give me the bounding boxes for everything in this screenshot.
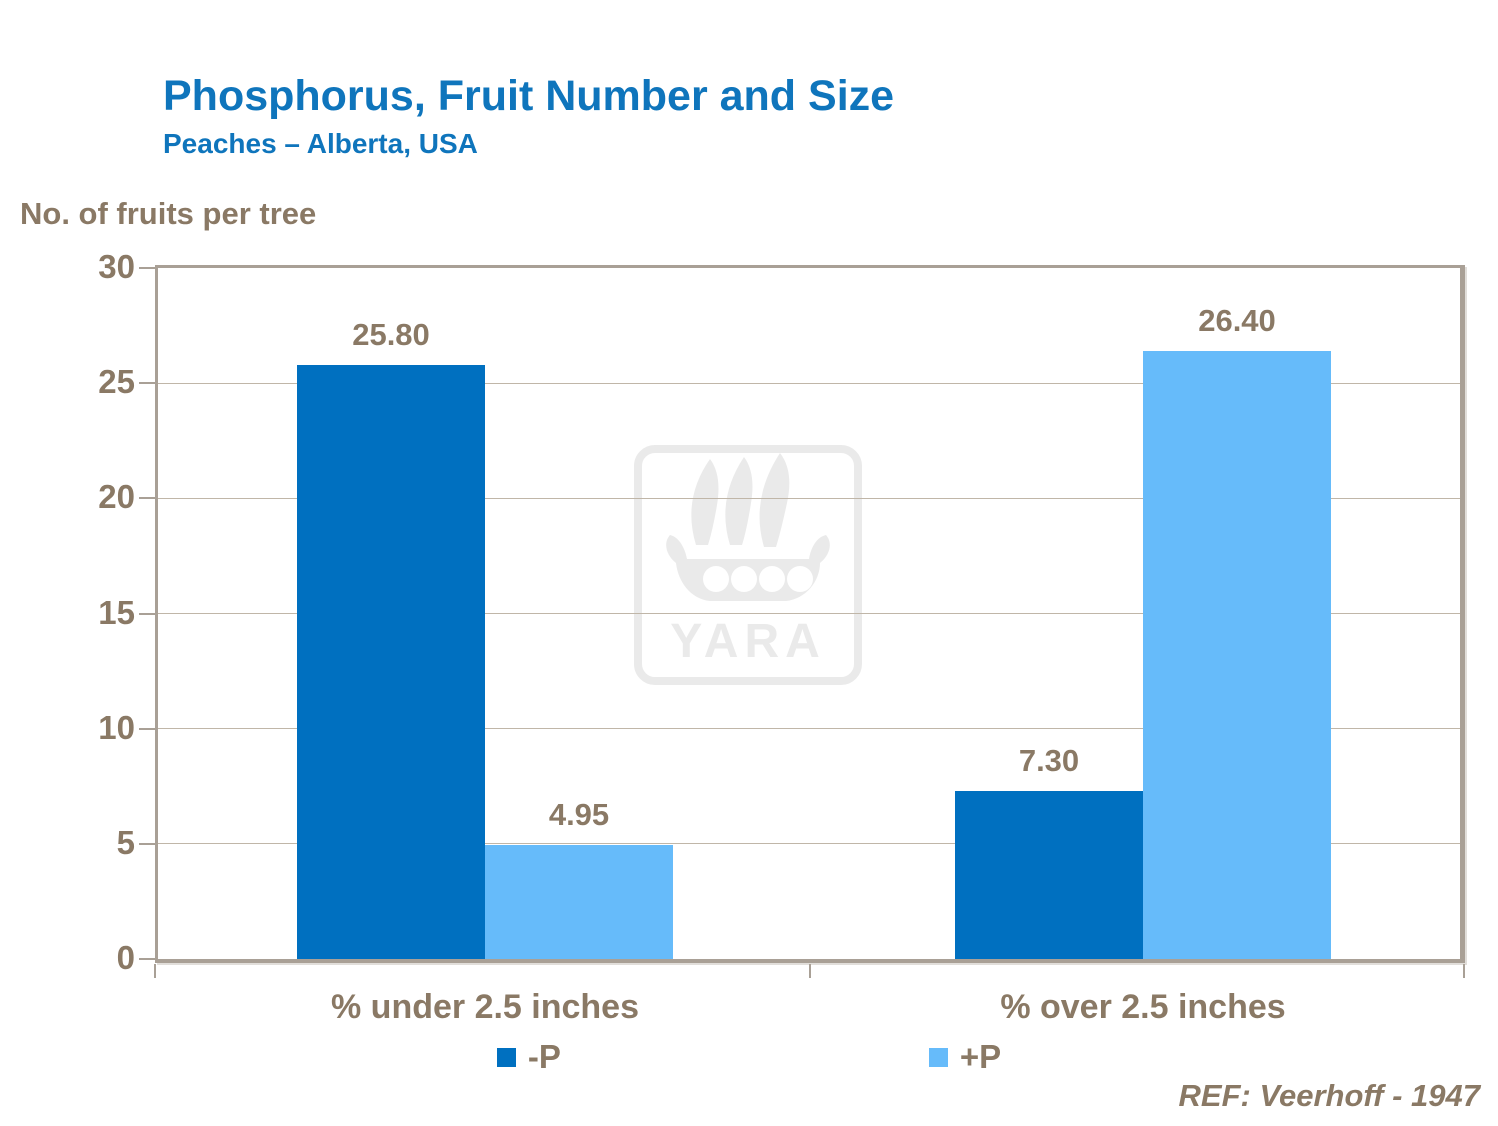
legend-swatch-icon xyxy=(496,1047,516,1067)
legend-label: -P xyxy=(527,1038,561,1075)
reference-text: REF: Veerhoff - 1947 xyxy=(1178,1078,1480,1113)
gridline xyxy=(158,497,1460,499)
y-tick-label: 20 xyxy=(98,478,135,516)
y-tick-mark xyxy=(139,842,155,845)
legend: -P +P xyxy=(0,1038,1498,1076)
y-tick-mark xyxy=(139,727,155,730)
category-label: % under 2.5 inches xyxy=(331,988,639,1026)
legend-label: +P xyxy=(959,1038,1002,1075)
y-tick-mark xyxy=(139,497,155,500)
y-tick-label: 5 xyxy=(116,823,135,861)
chart-title: Phosphorus, Fruit Number and Size xyxy=(163,72,895,120)
gridline xyxy=(158,728,1460,730)
y-tick-label: 10 xyxy=(98,708,135,746)
x-tick-mark xyxy=(809,964,811,978)
yara-viking-ship-logo-watermark: YARA xyxy=(634,445,862,685)
y-tick-mark xyxy=(139,267,155,269)
y-tick-mark xyxy=(139,612,155,615)
legend-item: +P xyxy=(928,1038,1002,1076)
bar-value-label: 7.30 xyxy=(1018,742,1080,778)
bar xyxy=(1143,350,1331,959)
x-tick-mark xyxy=(1463,964,1465,978)
y-axis-title: No. of fruits per tree xyxy=(20,196,317,231)
legend-swatch-icon xyxy=(928,1047,948,1067)
y-tick-label: 0 xyxy=(116,939,135,976)
category-label: % over 2.5 inches xyxy=(1000,988,1286,1026)
gridline xyxy=(158,382,1460,384)
y-tick-mark xyxy=(139,382,155,385)
gridline xyxy=(158,843,1460,845)
y-tick-label: 15 xyxy=(98,593,135,631)
y-tick-label: 25 xyxy=(98,363,135,401)
y-tick-mark xyxy=(139,958,155,960)
bar xyxy=(297,364,485,959)
bar-value-label: 26.40 xyxy=(1198,302,1276,338)
x-tick-mark xyxy=(154,964,156,978)
bar xyxy=(955,790,1143,959)
chart-subtitle: Peaches – Alberta, USA xyxy=(163,128,478,159)
bar-value-label: 25.80 xyxy=(352,316,430,352)
yara-watermark-text: YARA xyxy=(670,615,826,668)
bar xyxy=(485,845,673,959)
plot-area: YARA 25.80 4.95 7.30 26.40 xyxy=(155,265,1465,963)
y-tick-label: 30 xyxy=(98,248,135,285)
gridline xyxy=(158,613,1460,614)
bar-value-label: 4.95 xyxy=(548,797,610,832)
legend-item: -P xyxy=(496,1038,561,1076)
